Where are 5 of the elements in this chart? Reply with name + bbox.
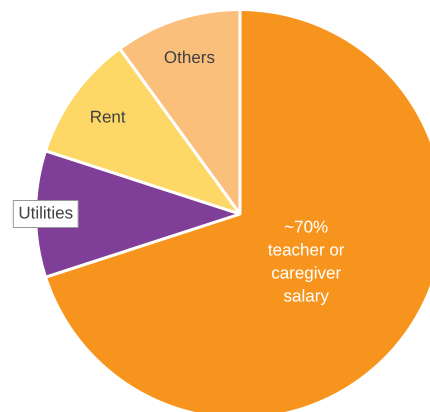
slice-label: Others (164, 48, 215, 68)
slice-label: teacher or caregiver salary (268, 240, 345, 306)
slice-label: Rent (90, 108, 126, 127)
slice-label: Utilities (18, 204, 74, 223)
data-label: ~70% (284, 217, 328, 236)
